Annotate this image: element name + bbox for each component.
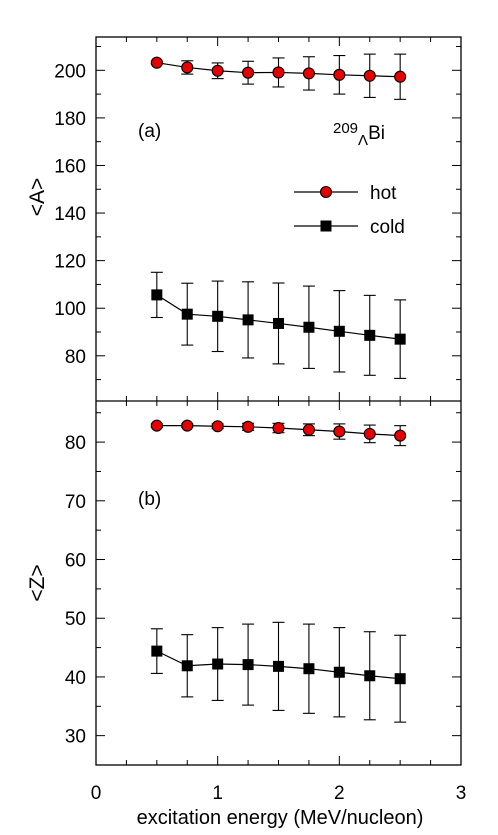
panel-b-series-cold-point <box>303 663 315 675</box>
panel-a-y-tick-label: 160 <box>54 156 86 177</box>
x-tick-label: 0 <box>91 783 102 804</box>
panel-a-series-hot-point <box>211 64 224 77</box>
panel-b-y-tick-label: 60 <box>65 551 86 572</box>
x-axis-label: excitation energy (MeV/nucleon) <box>137 807 424 829</box>
panel-a-series-hot-point <box>150 56 163 69</box>
panel-a-series-cold-point <box>394 333 406 345</box>
legend-cold-marker <box>320 220 332 232</box>
legend-cold-label: cold <box>370 217 405 238</box>
panel-a-series-cold-point <box>242 314 254 326</box>
panel-b-series-cold-point <box>242 659 254 671</box>
panel-b-series-cold-point <box>273 660 284 672</box>
panel-a-y-tick-label: 180 <box>54 109 86 130</box>
panel-a-y-tick-label: 80 <box>65 347 86 368</box>
panel-b-series-cold-point <box>181 660 193 672</box>
panel-a-y-tick-label: 100 <box>54 299 86 320</box>
panel-b-y-tick-label: 30 <box>65 727 86 748</box>
panel-b-series-cold-point <box>333 666 345 678</box>
panel-a-series-hot-point <box>272 66 285 79</box>
x-tick-label: 3 <box>456 783 467 804</box>
panel-b-y-tick-label: 80 <box>65 433 86 454</box>
panel-b-series-cold-point <box>151 645 163 657</box>
panel-a-tag: (a) <box>138 121 161 142</box>
panel-a-series-cold-point <box>181 308 193 320</box>
panel-b-y-axis-label: <Z> <box>26 564 49 601</box>
panel-a-series-cold-point <box>364 329 376 341</box>
panel-a-series-cold-point <box>212 310 224 322</box>
panel-a-series-cold-point <box>151 289 163 301</box>
panel-b-series-hot-point <box>394 429 407 442</box>
legend-hot-marker <box>319 185 333 199</box>
panel-b-series-cold-point <box>394 673 406 685</box>
panel-a-series-cold-point <box>303 321 315 333</box>
panel-b-y-tick-label: 70 <box>65 492 86 513</box>
x-tick-label: 1 <box>212 783 223 804</box>
panel-a-series-hot-point <box>242 66 255 79</box>
panel-b-series-hot-point <box>333 425 346 438</box>
panel-a-series-hot-point <box>363 69 376 82</box>
nucleus-annotation: 209ΛBi <box>333 120 385 149</box>
panel-b-y-tick-label: 40 <box>65 668 86 689</box>
legend-hot-label: hot <box>370 183 397 204</box>
panel-b-series-cold-point <box>364 670 376 682</box>
panel-b-series-hot-point <box>302 423 315 436</box>
panel-a-series-cold-point <box>333 325 345 337</box>
panel-a-series-hot-point <box>394 70 407 83</box>
panel-b-series-cold-point <box>212 658 224 670</box>
panel-a-y-tick-label: 140 <box>54 204 86 225</box>
panel-b-series-hot-point <box>272 421 285 435</box>
panel-b-series-hot-point <box>242 420 255 433</box>
x-tick-label: 2 <box>334 783 345 804</box>
panel-b-series-hot-point <box>181 419 194 432</box>
panel-a-series-cold-point <box>273 317 284 329</box>
panel-b-tag: (b) <box>138 489 161 510</box>
panel-a-y-tick-label: 120 <box>54 252 86 273</box>
panel-a-series-hot-point <box>181 61 194 74</box>
panel-a-y-axis-label: <A> <box>26 178 49 217</box>
panel-a-series-hot-point <box>333 68 346 81</box>
panel-b-series-hot-point <box>150 419 163 432</box>
panel-b-y-tick-label: 50 <box>65 609 86 630</box>
panel-b-series-hot-point <box>363 427 376 440</box>
panel-b-series-hot-point <box>211 420 224 433</box>
panel-a-y-tick-label: 200 <box>54 61 86 82</box>
panel-a-series-hot-point <box>302 67 315 80</box>
